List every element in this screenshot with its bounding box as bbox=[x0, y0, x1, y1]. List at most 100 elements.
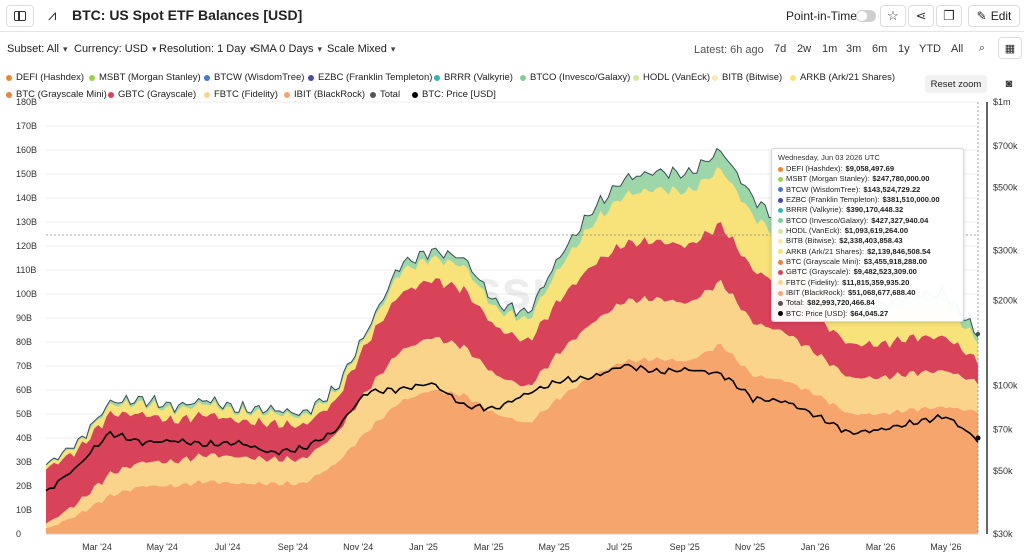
y-tick-label: 150B bbox=[16, 169, 37, 179]
tooltip-row: IBIT (BlackRock): $51,068,677,688.40 bbox=[778, 288, 957, 298]
favorite-button[interactable]: ☆ bbox=[880, 5, 906, 27]
tooltip-row: BITB (Bitwise): $2,338,403,858.43 bbox=[778, 236, 957, 246]
legend-item[interactable]: FBTC (Fidelity) bbox=[204, 89, 278, 100]
tooltip-label: BTCO (Invesco/Galaxy): bbox=[786, 215, 869, 225]
edit-button[interactable]: ✎ Edit bbox=[968, 5, 1020, 27]
tooltip-row: ARKB (Ark/21 Shares): $2,139,846,508.54 bbox=[778, 247, 957, 257]
legend-item[interactable]: BTCO (Invesco/Galaxy) bbox=[520, 72, 630, 83]
legend-item[interactable]: IBIT (BlackRock) bbox=[284, 89, 365, 100]
y-tick-label: 100B bbox=[16, 289, 37, 299]
latest-update: Latest: 6h ago bbox=[694, 44, 764, 56]
legend-dot bbox=[790, 74, 796, 81]
legend-item[interactable]: GBTC (Grayscale) bbox=[108, 89, 196, 100]
range-6m[interactable]: 6m bbox=[872, 43, 888, 55]
legend-item[interactable]: BTCW (WisdomTree) bbox=[204, 72, 304, 83]
calendar-icon: ▦ bbox=[1004, 42, 1016, 55]
tooltip-label: DEFI (Hashdex): bbox=[786, 164, 843, 173]
tooltip-label: EZBC (Franklin Templeton): bbox=[786, 195, 880, 205]
legend-item[interactable]: BTC: Price [USD] bbox=[412, 89, 496, 100]
currency-dropdown[interactable]: Currency: USD ▾ bbox=[74, 43, 157, 55]
tooltip-dot bbox=[778, 311, 783, 317]
scale-dropdown[interactable]: Scale Mixed ▾ bbox=[327, 43, 395, 55]
range-3m[interactable]: 3m bbox=[846, 43, 862, 55]
share-button[interactable]: ⋖ bbox=[908, 5, 934, 27]
x-tick-label: Jul '24 bbox=[215, 542, 241, 552]
copy-icon: ❐ bbox=[943, 8, 955, 23]
point-in-time-toggle[interactable] bbox=[856, 10, 876, 22]
y-tick-label: 140B bbox=[16, 193, 37, 203]
zoom-icon: ⌕ bbox=[978, 41, 986, 54]
tooltip-label: IBIT (BlackRock): bbox=[786, 288, 845, 298]
range-2w[interactable]: 2w bbox=[797, 43, 812, 55]
y-tick-label: 60B bbox=[16, 385, 32, 395]
btc-price-line bbox=[45, 363, 979, 492]
sma-dropdown[interactable]: SMA 0 Days ▾ bbox=[253, 43, 322, 55]
area-arkb-bitb bbox=[46, 167, 978, 470]
camera-button[interactable]: ◙ bbox=[998, 75, 1020, 93]
resolution-dropdown[interactable]: Resolution: 1 Day ▾ bbox=[159, 43, 254, 55]
x-tick-label: Nov '25 bbox=[735, 542, 765, 552]
legend-label: BTCO (Invesco/Galaxy) bbox=[530, 72, 631, 83]
subset-dropdown[interactable]: Subset: All ▾ bbox=[7, 43, 68, 55]
y-tick-label: 80B bbox=[16, 337, 32, 347]
x-tick-label: May '26 bbox=[930, 542, 961, 552]
pencil-icon: ✎ bbox=[976, 9, 987, 23]
legend-label: BITB (Bitwise) bbox=[722, 72, 783, 83]
legend-item[interactable]: MSBT (Morgan Stanley) bbox=[89, 72, 201, 83]
range-7d[interactable]: 7d bbox=[774, 43, 787, 55]
legend-label: ARKB (Ark/21 Shares) bbox=[800, 72, 896, 83]
legend-item[interactable]: BITB (Bitwise) bbox=[712, 72, 782, 83]
price-marker bbox=[975, 435, 981, 441]
y-right-tick-label: $1m bbox=[993, 97, 1011, 107]
sidebar-toggle-button[interactable] bbox=[6, 5, 34, 27]
y-axis-left: 0 10B 20B 30B 40B 50B 60B 70B 80B 90B 100B 110B 120B… bbox=[16, 97, 37, 539]
zoom-select-button[interactable]: ⌕ bbox=[970, 37, 994, 59]
tooltip-dot bbox=[778, 259, 783, 265]
tooltip-dot bbox=[778, 228, 783, 234]
legend-item[interactable]: HODL (VanEck) bbox=[633, 72, 710, 83]
legend-item[interactable]: BRRR (Valkyrie) bbox=[434, 72, 513, 83]
y-tick-label: 180B bbox=[16, 97, 37, 107]
x-tick-label: May '25 bbox=[538, 542, 569, 552]
tooltip-dot bbox=[778, 280, 783, 286]
reset-zoom-button[interactable]: Reset zoom bbox=[925, 75, 987, 93]
legend-dot bbox=[204, 91, 210, 98]
resolution-label: Resolution: 1 Day bbox=[159, 43, 246, 55]
tooltip-value: $9,058,497.69 bbox=[845, 164, 895, 173]
area-gbtc bbox=[46, 222, 978, 524]
range-1m[interactable]: 1m bbox=[822, 43, 838, 55]
legend-item[interactable]: EZBC (Franklin Templeton) bbox=[308, 72, 432, 83]
etf-balances-chart[interactable]: glassnode 010B20B30B40B50B60B70B80B90B10… bbox=[0, 96, 1024, 558]
legend-label: BTCW (WisdomTree) bbox=[214, 72, 305, 83]
range-all[interactable]: All bbox=[951, 43, 964, 55]
y-right-tick-label: $100k bbox=[993, 381, 1018, 391]
y-right-tick-label: $300k bbox=[993, 245, 1018, 255]
legend-dot bbox=[89, 74, 95, 81]
tooltip-dot bbox=[778, 166, 783, 172]
tooltip-label: BTCW (WisdomTree): bbox=[786, 184, 861, 194]
tooltip-label: BTC: Price [USD]: bbox=[786, 308, 848, 318]
y-tick-label: 0 bbox=[16, 529, 21, 539]
copy-button[interactable]: ❐ bbox=[936, 5, 962, 27]
tooltip-dot bbox=[778, 290, 783, 296]
point-in-time-label: Point-in-Time bbox=[786, 9, 857, 23]
tooltip-label: FBTC (Fidelity): bbox=[786, 277, 840, 287]
legend-label: FBTC (Fidelity) bbox=[214, 89, 278, 100]
calendar-button[interactable]: ▦ bbox=[998, 37, 1022, 59]
x-axis: Mar '24 May '24 Jul '24 Sep '24 Nov '24 Jan '… bbox=[46, 533, 978, 552]
x-tick-label: Jan '25 bbox=[409, 542, 438, 552]
range-1y[interactable]: 1y bbox=[898, 43, 910, 55]
legend-item[interactable]: Total bbox=[370, 89, 400, 100]
area-fbtc bbox=[46, 279, 978, 528]
legend-item[interactable]: DEFI (Hashdex) bbox=[6, 72, 84, 83]
x-tick-label: Jan '26 bbox=[801, 542, 830, 552]
legend-item[interactable]: ARKB (Ark/21 Shares) bbox=[790, 72, 895, 83]
legend-dot bbox=[308, 74, 314, 81]
x-tick-label: Mar '24 bbox=[82, 542, 112, 552]
range-ytd[interactable]: YTD bbox=[919, 43, 941, 55]
y-right-tick-label: $500k bbox=[993, 182, 1018, 192]
total-marker bbox=[976, 332, 980, 336]
legend-item[interactable]: BTC (Grayscale Mini) bbox=[6, 89, 107, 100]
y-axis-right: $1m $700k $500k $300k $200k $100k $70k $50k $30k bbox=[986, 97, 1018, 539]
tooltip-date: Wednesday, Jun 03 2026 UTC bbox=[778, 153, 880, 162]
